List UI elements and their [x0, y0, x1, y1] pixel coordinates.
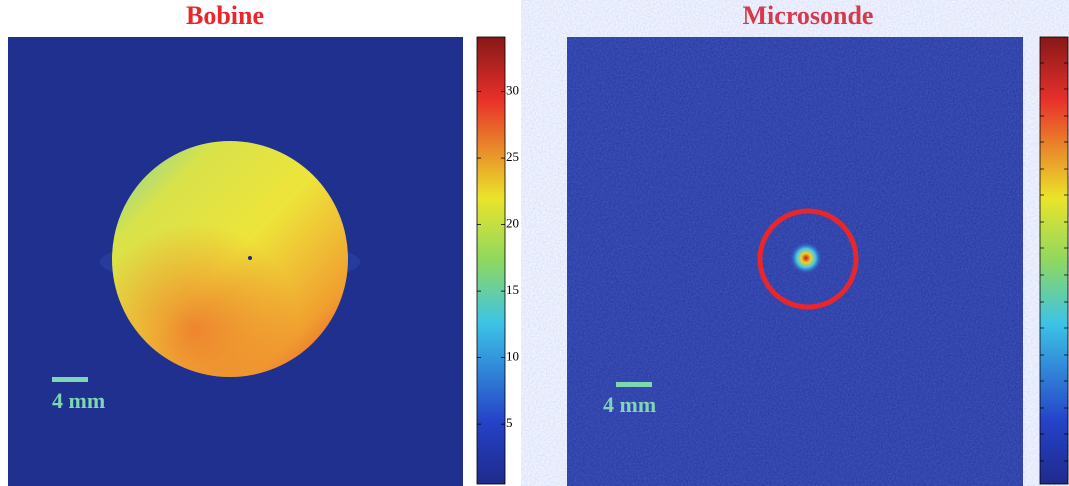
- scale-bar: [52, 377, 88, 382]
- colorbar: [476, 36, 506, 485]
- colorbar-tick-label: 25: [506, 149, 519, 164]
- colorbar-ticks: [1040, 62, 1068, 462]
- disk-shade: [112, 141, 348, 377]
- panel-title: Bobine: [186, 1, 264, 30]
- colorbar-tick-label: 15: [506, 282, 519, 297]
- colorbar-tick-label: 10: [506, 349, 519, 364]
- scale-label: 4 mm: [52, 388, 105, 413]
- center-dot: [248, 256, 252, 260]
- spot: [790, 242, 822, 274]
- panel-title: Microsonde: [743, 1, 874, 30]
- scale-bar: [616, 382, 652, 387]
- colorbar-tick-label: 30: [506, 83, 519, 98]
- colorbar: [1039, 36, 1069, 485]
- colorbar-tick-label: 5: [506, 415, 513, 430]
- scale-label: 4 mm: [603, 392, 656, 417]
- highlight-circle: [757, 208, 859, 310]
- colorbar-tick-label: 20: [506, 216, 519, 231]
